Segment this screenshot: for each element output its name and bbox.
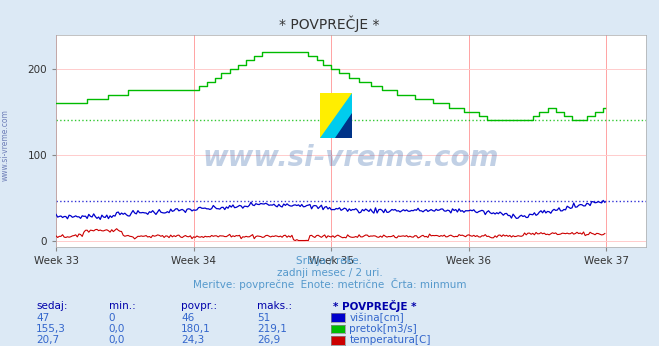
Text: 26,9: 26,9 bbox=[257, 336, 280, 345]
Text: sedaj:: sedaj: bbox=[36, 301, 68, 311]
Text: Meritve: povprečne  Enote: metrične  Črta: minmum: Meritve: povprečne Enote: metrične Črta:… bbox=[192, 278, 467, 290]
Text: www.si-vreme.com: www.si-vreme.com bbox=[203, 144, 499, 172]
Text: višina[cm]: višina[cm] bbox=[349, 312, 404, 323]
Text: Srbija / reke.: Srbija / reke. bbox=[297, 256, 362, 266]
Text: 0,0: 0,0 bbox=[109, 324, 125, 334]
Text: min.:: min.: bbox=[109, 301, 136, 311]
Text: 0: 0 bbox=[109, 313, 115, 322]
Text: 51: 51 bbox=[257, 313, 270, 322]
Text: www.si-vreme.com: www.si-vreme.com bbox=[1, 109, 10, 181]
Polygon shape bbox=[320, 93, 352, 138]
Polygon shape bbox=[335, 113, 352, 138]
Text: 155,3: 155,3 bbox=[36, 324, 66, 334]
Text: maks.:: maks.: bbox=[257, 301, 292, 311]
Text: 0,0: 0,0 bbox=[109, 336, 125, 345]
Text: * POVPREČJE *: * POVPREČJE * bbox=[279, 16, 380, 32]
Polygon shape bbox=[320, 93, 352, 138]
Text: 219,1: 219,1 bbox=[257, 324, 287, 334]
Text: 47: 47 bbox=[36, 313, 49, 322]
Text: povpr.:: povpr.: bbox=[181, 301, 217, 311]
Text: 24,3: 24,3 bbox=[181, 336, 204, 345]
Text: 20,7: 20,7 bbox=[36, 336, 59, 345]
Text: 180,1: 180,1 bbox=[181, 324, 211, 334]
Text: * POVPREČJE *: * POVPREČJE * bbox=[333, 300, 416, 312]
Text: temperatura[C]: temperatura[C] bbox=[349, 336, 431, 345]
Text: pretok[m3/s]: pretok[m3/s] bbox=[349, 324, 417, 334]
Text: zadnji mesec / 2 uri.: zadnji mesec / 2 uri. bbox=[277, 268, 382, 277]
Text: 46: 46 bbox=[181, 313, 194, 322]
